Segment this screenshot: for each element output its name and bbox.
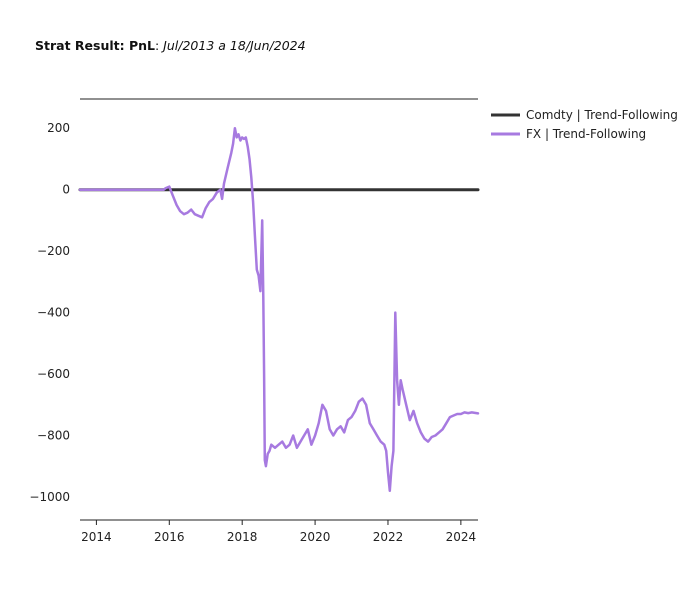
title-separator: : [154, 38, 164, 53]
y-axis-ticks: 200 0 −200 −400 −600 −800 −1000 [29, 121, 70, 504]
title-bold: Strat Result: PnL [35, 38, 155, 53]
y-tick-label: −200 [37, 244, 70, 258]
y-tick-label: −600 [37, 367, 70, 381]
title-italic: Jul/2013 a 18/Jun/2024 [163, 38, 306, 53]
y-tick-label: −1000 [29, 490, 70, 504]
x-tick-label: 2014 [81, 530, 112, 544]
legend-label: FX | Trend-Following [526, 127, 646, 141]
legend: Comdty | Trend-Following FX | Trend-Follo… [491, 108, 678, 141]
x-tick-label: 2020 [300, 530, 331, 544]
y-tick-label: −400 [37, 306, 70, 320]
series-lines [78, 126, 480, 493]
y-tick-label: 200 [47, 121, 70, 135]
chart-title: Strat Result: PnL: Jul/2013 a 18/Jun/202… [35, 38, 306, 53]
legend-label: Comdty | Trend-Following [526, 108, 678, 122]
x-tick-label: 2016 [154, 530, 185, 544]
x-axis-ticks: 2014 2016 2018 2020 2022 2024 [81, 520, 476, 544]
x-tick-label: 2022 [373, 530, 404, 544]
y-tick-label: 0 [62, 183, 70, 197]
x-tick-label: 2024 [446, 530, 477, 544]
series-line-fx-trend-following [78, 126, 480, 493]
x-tick-label: 2018 [227, 530, 258, 544]
y-tick-label: −800 [37, 428, 70, 442]
